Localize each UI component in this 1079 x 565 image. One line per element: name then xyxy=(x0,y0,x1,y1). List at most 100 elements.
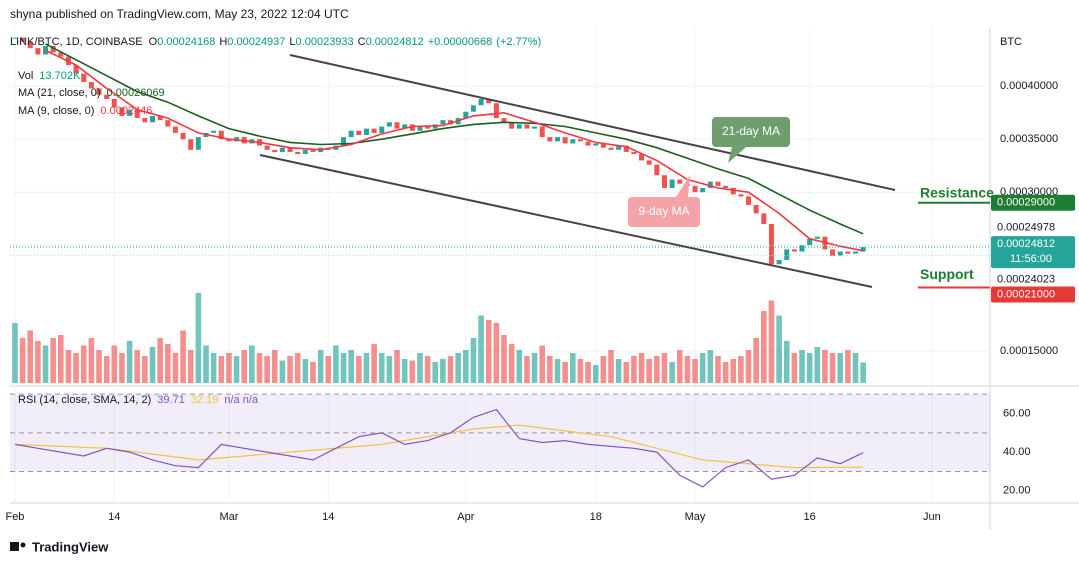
candle xyxy=(363,128,369,135)
candle xyxy=(188,139,194,150)
volume-bar xyxy=(111,345,118,383)
candle xyxy=(524,124,530,129)
candle xyxy=(218,130,224,140)
candle xyxy=(539,126,545,138)
volume-bar xyxy=(707,350,714,383)
price-box-label: 0.00024978 xyxy=(997,221,1055,233)
volume-bar xyxy=(12,323,18,383)
volume-name: Vol xyxy=(18,70,33,82)
candle xyxy=(27,41,33,49)
volume-bar xyxy=(279,360,286,383)
volume-bar xyxy=(768,300,775,383)
candle xyxy=(661,175,667,188)
volume-bar xyxy=(524,356,530,383)
volume-bar xyxy=(203,345,209,383)
candle xyxy=(96,88,102,95)
volume-bar xyxy=(753,338,759,383)
volume-bar xyxy=(860,362,866,383)
price-box xyxy=(991,286,1075,303)
volume-bar xyxy=(508,344,515,383)
candle xyxy=(287,147,293,152)
price-box-label: 0.00021000 xyxy=(997,288,1055,300)
candle xyxy=(348,130,354,138)
candle xyxy=(172,126,178,133)
candle xyxy=(341,137,347,146)
volume-bar xyxy=(187,350,194,383)
volume-bar xyxy=(363,353,370,383)
price-box xyxy=(991,271,1075,288)
volume-bar xyxy=(577,359,584,383)
volume-bar xyxy=(776,315,782,383)
candle xyxy=(402,124,408,129)
candle xyxy=(692,185,698,193)
axis-unit: BTC xyxy=(1000,36,1022,48)
volume-bar xyxy=(547,356,553,383)
level-name: Support xyxy=(920,266,974,282)
volume-bar xyxy=(80,345,87,383)
volume-bar xyxy=(440,359,446,383)
ohlc-value: 0.00024937 xyxy=(227,36,285,48)
rsi-tick-label: 20.00 xyxy=(1003,485,1031,497)
rsi-na: n/a n/a xyxy=(224,394,259,406)
ohlc-key: C xyxy=(358,36,366,48)
volume-bar xyxy=(164,344,171,383)
candle xyxy=(81,73,87,83)
y-tick-label: 0.00040000 xyxy=(1000,80,1058,92)
candle xyxy=(356,130,362,135)
candle xyxy=(211,130,217,133)
volume-bar xyxy=(478,315,484,383)
candle xyxy=(776,260,782,265)
change-pct: (+2.77%) xyxy=(496,36,541,48)
volume-bar xyxy=(493,323,500,383)
volume-bar xyxy=(348,350,354,383)
candle xyxy=(478,98,484,106)
candle xyxy=(585,141,591,146)
candle xyxy=(532,126,538,129)
candle xyxy=(616,145,622,150)
candle xyxy=(50,46,56,53)
volume-bar xyxy=(692,359,698,383)
x-tick-label: Feb xyxy=(5,511,24,523)
volume-bar xyxy=(226,353,232,383)
x-tick-label: 14 xyxy=(322,511,334,523)
legend-symbol: LINK/BTC, 1D, COINBASE O0.00024168 H0.0002… xyxy=(10,36,541,48)
price-box-label: 0.00029000 xyxy=(997,197,1055,209)
candle xyxy=(654,164,660,176)
volume-bar xyxy=(88,338,95,383)
x-tick-label: 14 xyxy=(108,511,120,523)
volume-bar xyxy=(417,353,423,383)
volume-bar xyxy=(814,347,821,383)
volume-bar xyxy=(73,353,79,383)
volume-bar xyxy=(615,359,622,383)
volume-bar xyxy=(149,347,156,383)
volume-bar xyxy=(845,350,851,383)
rsi-sma-value: 32.19 xyxy=(191,394,219,406)
volume-bar xyxy=(554,359,561,383)
x-tick-label: Jun xyxy=(923,511,941,523)
volume-bar xyxy=(157,338,163,383)
publisher-line: shyna published on TradingView.com, May … xyxy=(10,7,349,21)
volume-bar xyxy=(470,338,477,383)
volume-bar xyxy=(822,350,828,383)
candle xyxy=(493,103,499,119)
volume-bar xyxy=(401,359,408,383)
volume-bar xyxy=(50,338,56,383)
volume-bar xyxy=(654,356,660,383)
volume-bar xyxy=(852,353,859,383)
legend-ma9: MA (9, close, 0) 0.0002446 xyxy=(18,105,152,117)
volume-bar xyxy=(42,345,49,383)
candle xyxy=(394,122,400,129)
volume-bar xyxy=(378,353,385,383)
level-name: Resistance xyxy=(920,184,994,200)
candle xyxy=(470,105,476,112)
candle xyxy=(127,109,133,116)
volume-bar xyxy=(409,360,416,383)
candle xyxy=(853,251,859,254)
candle xyxy=(860,247,866,252)
volume-bar xyxy=(783,341,790,383)
candle xyxy=(707,181,713,188)
candle xyxy=(631,151,637,155)
rsi-pane xyxy=(10,388,990,502)
volume-bar xyxy=(317,350,324,383)
volume-bar xyxy=(623,362,630,383)
